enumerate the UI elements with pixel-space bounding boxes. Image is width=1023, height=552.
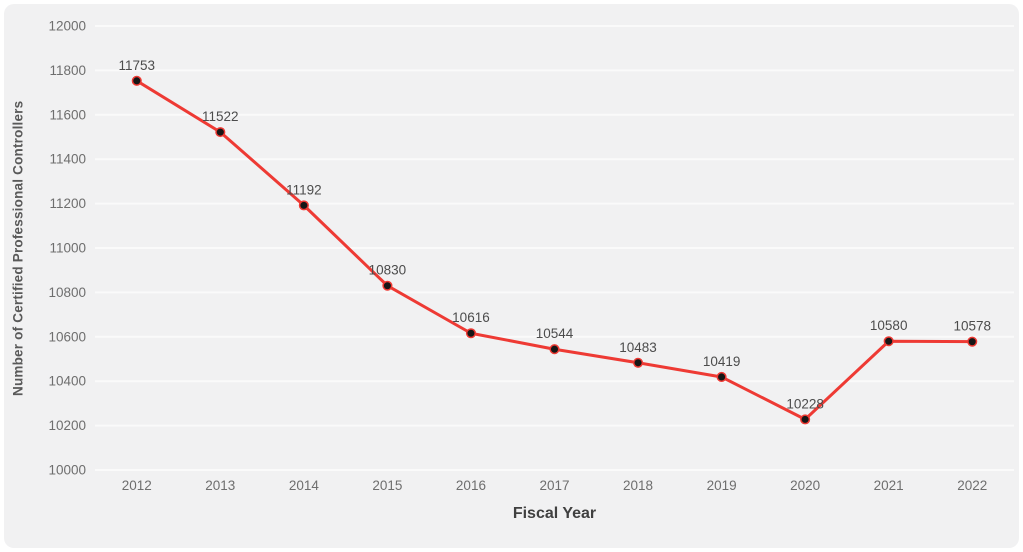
data-label: 10419 bbox=[703, 354, 741, 369]
x-tick-label: 2017 bbox=[539, 478, 569, 493]
y-tick-label: 11600 bbox=[49, 107, 86, 122]
y-tick-label: 10800 bbox=[48, 285, 86, 300]
data-point-marker bbox=[800, 414, 811, 425]
data-label: 10830 bbox=[369, 263, 407, 278]
data-label: 10228 bbox=[786, 396, 824, 411]
x-tick-label: 2015 bbox=[372, 478, 402, 493]
y-tick-label: 12000 bbox=[48, 19, 86, 34]
data-point-marker bbox=[298, 200, 309, 211]
y-tick-label: 10400 bbox=[48, 374, 86, 389]
y-tick-label: 11200 bbox=[49, 196, 86, 211]
x-tick-label: 2019 bbox=[707, 478, 737, 493]
y-tick-label: 10600 bbox=[48, 329, 86, 344]
y-tick-label: 10200 bbox=[48, 418, 86, 433]
x-tick-label: 2021 bbox=[874, 478, 904, 493]
x-tick-label: 2022 bbox=[957, 478, 987, 493]
data-label: 10483 bbox=[619, 340, 657, 355]
y-tick-label: 11800 bbox=[49, 63, 86, 78]
data-point-marker bbox=[465, 328, 477, 339]
x-tick-label: 2013 bbox=[205, 478, 235, 493]
data-label: 10616 bbox=[452, 310, 490, 325]
x-tick-label: 2016 bbox=[456, 478, 486, 493]
data-label: 11522 bbox=[202, 109, 239, 124]
y-axis-title: Number of Certified Professional Control… bbox=[10, 100, 26, 396]
data-point-marker bbox=[549, 344, 560, 355]
data-point-marker bbox=[131, 75, 142, 86]
data-label: 11192 bbox=[286, 182, 322, 197]
x-tick-label: 2012 bbox=[122, 478, 152, 493]
data-point-marker bbox=[883, 336, 894, 347]
x-tick-label: 2018 bbox=[623, 478, 653, 493]
data-point-marker bbox=[716, 371, 727, 383]
data-point-marker bbox=[382, 280, 393, 291]
y-tick-label: 11400 bbox=[49, 152, 86, 167]
data-label: 10544 bbox=[536, 326, 574, 341]
chart-panel bbox=[4, 4, 1019, 548]
x-tick-label: 2014 bbox=[289, 478, 320, 493]
data-line bbox=[135, 79, 974, 421]
data-label: 10580 bbox=[870, 318, 908, 333]
data-point-marker bbox=[967, 336, 978, 347]
y-tick-label: 11000 bbox=[49, 241, 86, 256]
data-point-marker bbox=[215, 127, 226, 138]
y-tick-label: 10000 bbox=[48, 463, 86, 478]
data-label: 10578 bbox=[953, 319, 991, 334]
data-label: 11753 bbox=[118, 58, 155, 73]
data-point-marker bbox=[632, 357, 644, 368]
x-tick-label: 2020 bbox=[790, 478, 820, 493]
x-axis-title: Fiscal Year bbox=[512, 505, 597, 522]
